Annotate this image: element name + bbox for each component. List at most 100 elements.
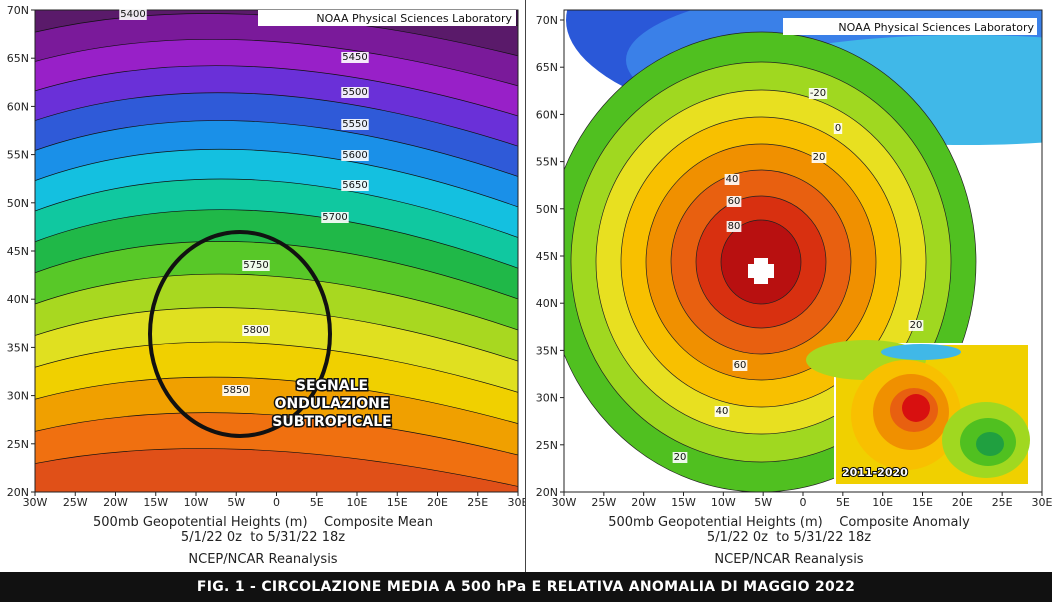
lon-label: 5W [227, 496, 245, 509]
annotation-line-2: ONDULAZIONE [275, 396, 390, 412]
contour-line [35, 412, 518, 456]
contour-line [35, 148, 518, 208]
contour-label: 40 [716, 406, 729, 417]
contour-label: 40 [726, 174, 739, 185]
lon-label: 15W [143, 496, 168, 509]
lat-label: 35N [7, 341, 29, 354]
annotation-line-3: SUBTROPICALE [272, 414, 391, 430]
contour-labels: -20 0 20 40 60 80 60 40 20 20 [672, 88, 924, 463]
lon-label: 0 [800, 496, 807, 509]
lon-label: 5E [310, 496, 324, 509]
contour-label: 5500 [342, 87, 367, 98]
contour-label: 5400 [120, 9, 145, 20]
lon-label: 10E [347, 496, 368, 509]
contour-label: 5550 [342, 119, 367, 130]
highlight-ellipse [148, 230, 332, 438]
caption-dates: 5/1/22 0z to 5/31/22 18z [706, 530, 872, 545]
lon-label: 20W [103, 496, 128, 509]
lon-label: 5W [754, 496, 772, 509]
lon-label: 30W [552, 496, 577, 509]
contour-label: 5750 [243, 260, 268, 271]
credit-box [783, 18, 1037, 35]
anomaly-panel: 70N 65N 60N 55N 50N 45N 40N 35N 30N 25N 20N 30W 25W 2… [526, 0, 1052, 572]
mean-height-bands [35, 10, 518, 492]
contour-line [35, 65, 518, 117]
lon-label: 15E [912, 496, 933, 509]
lon-label: 30W [23, 496, 48, 509]
caption-source: NCEP/NCAR Reanalysis [188, 552, 338, 567]
lat-label: 45N [536, 250, 558, 263]
lat-label: 40N [536, 297, 558, 310]
lat-label: 30N [7, 390, 29, 403]
lat-label: 40N [7, 293, 29, 306]
contour-label: 5650 [342, 180, 367, 191]
contour-line [35, 448, 518, 487]
lon-label: 25E [992, 496, 1013, 509]
caption-title: 500mb Geopotential Heights (m) Composite… [608, 515, 970, 530]
lat-label: 55N [7, 149, 29, 162]
contour-line [35, 178, 518, 238]
lon-label: 30E [508, 496, 526, 509]
lon-label: 0 [273, 496, 280, 509]
contour-label: 80 [728, 221, 741, 232]
contour-label: -20 [810, 88, 826, 99]
contour-line [35, 273, 518, 331]
lat-label: 70N [7, 4, 29, 17]
contour-line [35, 341, 518, 393]
lon-label: 5E [836, 496, 850, 509]
lon-label: 15W [671, 496, 696, 509]
credit-box [258, 10, 516, 26]
inset-label: 2011-2020 [842, 466, 908, 479]
contour-line [35, 241, 518, 300]
lat-label: 50N [7, 197, 29, 210]
lat-label: 70N [536, 14, 558, 27]
mean-height-band [35, 448, 518, 492]
contour-label: 20 [813, 152, 826, 163]
lat-label: 20N [536, 486, 558, 499]
contour-label: 5850 [223, 385, 248, 396]
figure-caption: FIG. 1 - CIRCOLAZIONE MEDIA A 500 hPa E … [0, 572, 1052, 602]
contour-label: 5700 [322, 212, 347, 223]
lat-label: 25N [7, 438, 29, 451]
contour-line [35, 120, 518, 177]
contour-labels: 5400 5450 5500 5550 5600 5650 5700 5750 5800 5850 [119, 9, 369, 396]
lat-label: 25N [536, 439, 558, 452]
caption-title: 500mb Geopotential Heights (m) Composite… [93, 515, 433, 530]
contour-label: 0 [835, 123, 841, 134]
annotation: SEGNALE ONDULAZIONE SUBTROPICALE [271, 377, 393, 432]
contour-label: 20 [674, 452, 687, 463]
lon-label: 20E [952, 496, 973, 509]
mean-heights-panel: 70N 65N 60N 55N 50N 45N 40N 35N 30N 25N 20N 30W 25W 2… [0, 0, 526, 572]
contour-line [35, 209, 518, 269]
lon-label: 10W [711, 496, 736, 509]
contour-line [35, 39, 518, 87]
lon-label: 20E [427, 496, 448, 509]
contour-line [35, 13, 518, 57]
contour-label: 5450 [342, 52, 367, 63]
lon-label: 30E [1032, 496, 1052, 509]
contour-line [35, 307, 518, 362]
lat-label: 65N [7, 52, 29, 65]
lat-label: 20N [7, 486, 29, 499]
caption-source: NCEP/NCAR Reanalysis [714, 552, 864, 567]
contour-label: 60 [734, 360, 747, 371]
lon-label: 10W [184, 496, 209, 509]
lon-label: 25W [591, 496, 616, 509]
lat-label: 30N [536, 392, 558, 405]
inset-map: 2011-2020 [806, 340, 1030, 486]
contour-label: 60 [728, 196, 741, 207]
lon-label: 20W [631, 496, 656, 509]
lat-label: 35N [536, 344, 558, 357]
contour-label: 5800 [243, 325, 268, 336]
lat-label: 50N [536, 203, 558, 216]
lon-label: 25W [63, 496, 88, 509]
lat-label: 45N [7, 245, 29, 258]
contour-line [35, 92, 518, 147]
credit-text: NOAA Physical Sciences Laboratory [838, 21, 1034, 34]
lon-label: 15E [387, 496, 408, 509]
annotation-line-1: SEGNALE [296, 378, 368, 394]
